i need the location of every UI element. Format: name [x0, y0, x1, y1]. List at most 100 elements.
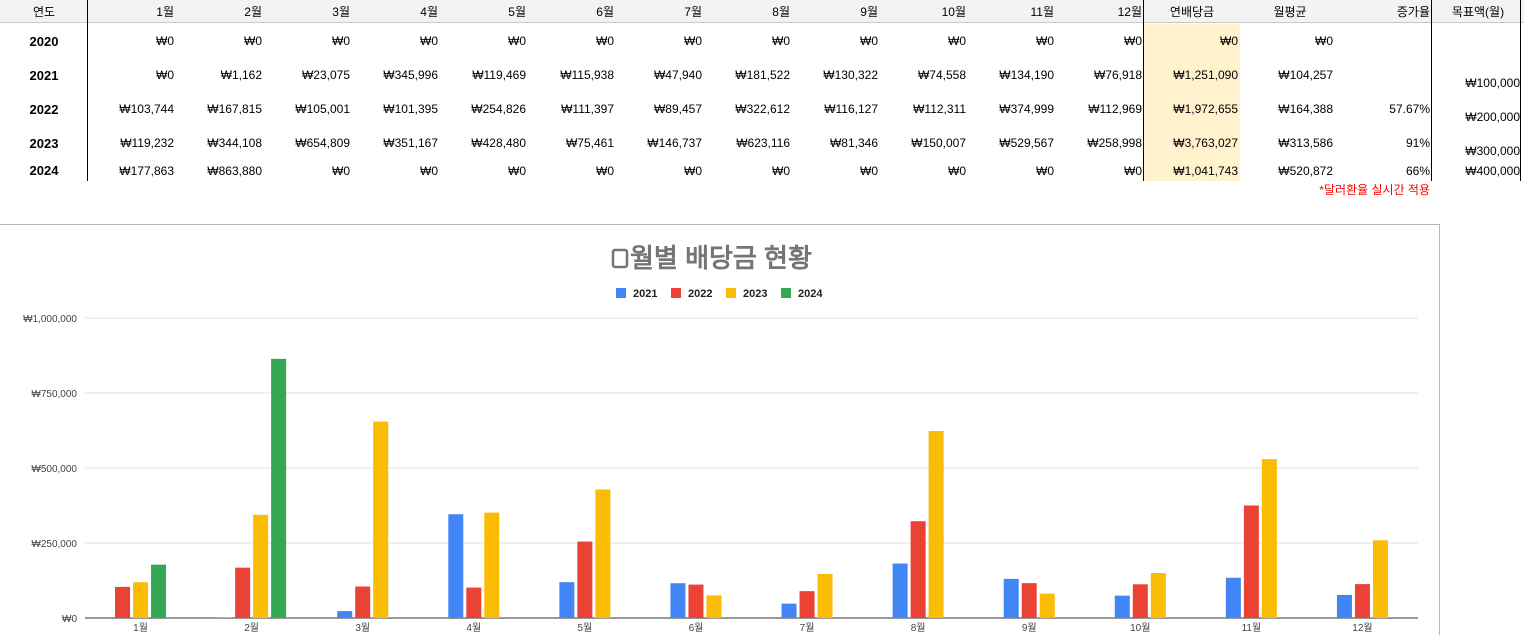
month-value-cell: ₩322,612 — [735, 102, 790, 116]
header-month-11: 11월 — [1030, 4, 1055, 19]
month-value-cell: ₩0 — [948, 163, 966, 178]
month-value-cell: ₩0 — [860, 163, 878, 178]
annual-column-highlight — [1144, 24, 1240, 181]
annual-total-cell: ₩1,251,090 — [1173, 68, 1238, 82]
bar-2021 — [892, 563, 908, 618]
month-value-cell: ₩351,167 — [383, 136, 438, 150]
growth-rate-cell: 57.67% — [1389, 102, 1430, 116]
bar-2023 — [484, 512, 500, 618]
y-tick-label: ₩1,000,000 — [23, 314, 77, 325]
month-value-cell: ₩0 — [508, 34, 526, 48]
header-year: 연도 — [32, 4, 56, 19]
chart-bars: 1월 2월 3월 4월 5월 6월 7월 8월 9월 10월 11월 12월 — [115, 358, 1388, 634]
y-tick-label: ₩750,000 — [31, 389, 77, 400]
month-value-cell: ₩112,311 — [913, 102, 966, 116]
month-value-cell: ₩0 — [596, 34, 614, 48]
header-month-8: 8월 — [772, 4, 790, 19]
monthly-average-cell: ₩0 — [1315, 34, 1333, 48]
bar-2022 — [115, 586, 131, 618]
header-month-2: 2월 — [244, 4, 262, 19]
bar-2021 — [1225, 577, 1241, 618]
year-cell: 2020 — [29, 33, 59, 49]
x-tick-label: 2월 — [244, 622, 259, 634]
month-value-cell: ₩115,938 — [560, 68, 614, 82]
month-value-cell: ₩0 — [1124, 163, 1142, 178]
monthly-average-cell: ₩164,388 — [1278, 102, 1333, 116]
month-value-cell: ₩0 — [860, 34, 878, 48]
table-row: 2023 ₩119,232 ₩344,108 ₩654,809 ₩351,167 ₩428… — [0, 126, 1524, 160]
legend-label: 2024 — [798, 288, 823, 300]
month-value-cell: ₩177,863 — [119, 163, 174, 178]
bar-2022 — [799, 591, 815, 618]
month-value-cell: ₩81,346 — [829, 136, 878, 150]
month-value-cell: ₩0 — [1124, 34, 1142, 48]
header-month-12: 12월 — [1117, 4, 1142, 19]
month-value-cell: ₩134,190 — [999, 68, 1054, 82]
annual-total-cell: ₩0 — [1220, 34, 1238, 48]
x-tick-label: 4월 — [466, 622, 481, 634]
bar-2021 — [559, 582, 575, 618]
bar-2022 — [1354, 584, 1370, 618]
bar-2021 — [670, 583, 686, 618]
monthly-average-cell: ₩520,872 — [1278, 163, 1333, 178]
header-month-10: 10월 — [941, 4, 966, 19]
x-tick-label: 8월 — [911, 622, 926, 634]
monthly-average-cell: ₩313,586 — [1278, 136, 1333, 150]
month-value-cell: ₩0 — [772, 34, 790, 48]
bar-2022 — [688, 584, 704, 618]
month-value-cell: ₩0 — [332, 34, 350, 48]
month-value-cell: ₩101,395 — [383, 102, 438, 116]
month-value-cell: ₩119,469 — [472, 68, 526, 82]
y-tick-label: ₩0 — [62, 614, 77, 625]
bar-2022 — [235, 567, 251, 618]
bar-2021 — [1336, 594, 1352, 618]
chart-gridlines: ₩0 ₩250,000 ₩500,000 ₩750,000 ₩1,000,000 — [23, 314, 1418, 625]
bar-2023 — [133, 582, 149, 618]
bar-2023 — [1039, 593, 1055, 618]
header-month-7: 7월 — [684, 4, 702, 19]
chart-legend: 2021 2022 2023 2024 — [616, 288, 823, 300]
chart-title: 월별 배당금 현황 — [630, 243, 812, 273]
column-divider — [1431, 0, 1432, 181]
table-row: 2020 ₩0 ₩0 ₩0 ₩0 ₩0 ₩0 ₩0 ₩0 ₩0 ₩0 ₩0 ₩0 ₩0 ₩0 — [0, 24, 1524, 58]
month-value-cell: ₩0 — [948, 34, 966, 48]
bar-2023 — [373, 421, 389, 618]
goal-value: ₩100,000 — [1465, 76, 1520, 90]
table-row: 2024 ₩177,863 ₩863,880 ₩0 ₩0 ₩0 ₩0 ₩0 ₩0 ₩0 ₩0 ₩0 ₩0… — [0, 160, 1524, 181]
x-tick-label: 7월 — [800, 622, 815, 634]
table-header-row: 연도 1월 2월 3월 4월 5월 6월 7월 8월 9월 10월 11월 12… — [0, 0, 1524, 23]
month-value-cell: ₩428,480 — [471, 136, 526, 150]
month-value-cell: ₩529,567 — [999, 136, 1054, 150]
month-value-cell: ₩254,826 — [471, 102, 526, 116]
month-value-cell: ₩112,969 — [1088, 102, 1142, 116]
legend-swatch-2024 — [781, 288, 791, 298]
bar-2023 — [1150, 572, 1166, 618]
month-value-cell: ₩0 — [420, 163, 438, 178]
month-value-cell: ₩111,397 — [561, 102, 614, 116]
header-month-9: 9월 — [860, 4, 878, 19]
legend-label: 2023 — [743, 288, 767, 300]
legend-label: 2022 — [688, 288, 712, 300]
y-tick-label: ₩250,000 — [31, 539, 77, 550]
year-cell: 2021 — [29, 67, 59, 83]
month-value-cell: ₩0 — [156, 68, 174, 82]
header-monthly-avg: 월평균 — [1273, 4, 1307, 19]
month-value-cell: ₩23,075 — [301, 68, 350, 82]
bar-2022 — [577, 541, 593, 618]
month-value-cell: ₩89,457 — [653, 102, 702, 116]
bar-2021 — [1114, 595, 1130, 618]
growth-rate-cell — [1340, 58, 1430, 92]
year-cell: 2023 — [29, 135, 59, 151]
dividend-table: 연도 1월 2월 3월 4월 5월 6월 7월 8월 9월 10월 11월 12… — [0, 0, 1524, 197]
x-tick-label: 11월 — [1242, 622, 1262, 634]
x-tick-label: 12월 — [1352, 622, 1372, 634]
growth-rate-cell: 91% — [1405, 136, 1430, 150]
x-tick-label: 9월 — [1022, 622, 1037, 634]
month-value-cell: ₩103,744 — [119, 102, 174, 116]
header-growth: 증가율 — [1396, 4, 1430, 19]
table-row: 2021 ₩0 ₩1,162 ₩23,075 ₩345,996 ₩119,469 ₩115,… — [0, 58, 1524, 92]
bar-2022 — [1021, 583, 1037, 618]
bar-2023 — [1261, 459, 1277, 618]
bar-2023 — [1372, 540, 1388, 618]
column-divider — [87, 0, 88, 181]
